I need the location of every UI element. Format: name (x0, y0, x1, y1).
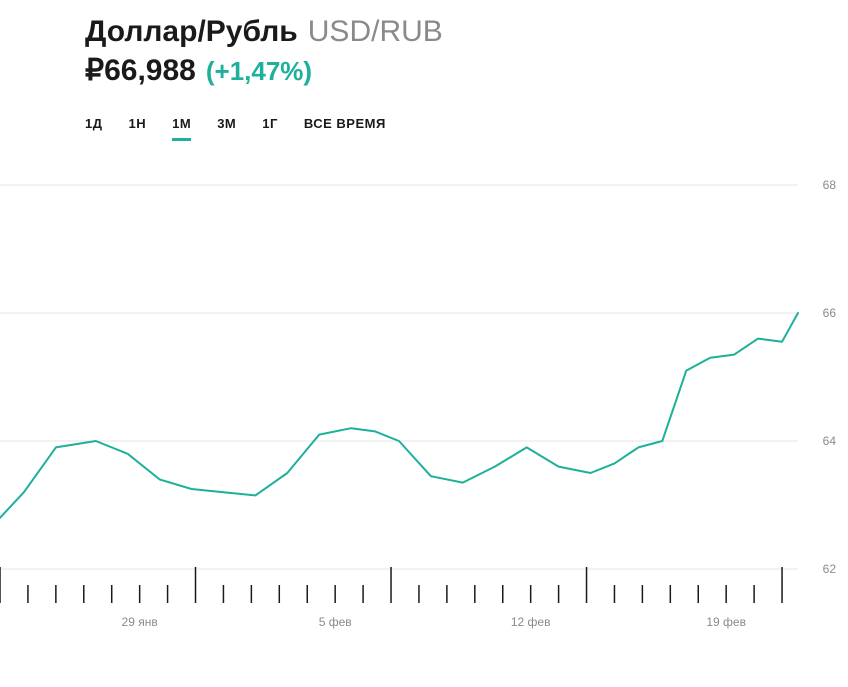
pair-name: Доллар/Рубль (85, 15, 298, 49)
range-tab-1М[interactable]: 1М (172, 116, 191, 139)
x-axis-label: 19 фев (706, 615, 746, 629)
title-row: Доллар/Рубль USD/RUB (85, 15, 848, 49)
price-value: ₽66,988 (85, 53, 196, 88)
price-chart-svg (0, 153, 848, 673)
y-axis-label: 62 (823, 562, 836, 576)
price-line (0, 313, 798, 518)
x-axis-label: 5 фев (319, 615, 352, 629)
range-tabs: 1Д 1Н 1М 3М 1Г ВСЕ ВРЕМЯ (85, 116, 848, 139)
x-axis-label: 12 фев (511, 615, 551, 629)
range-tab-1Н[interactable]: 1Н (129, 116, 147, 139)
range-tab-3М[interactable]: 3М (217, 116, 236, 139)
price-row: ₽66,988 (+1,47%) (85, 53, 848, 88)
chart-area: 62 64 66 68 29 янв 5 фев 12 фев 19 фев (0, 153, 848, 673)
pair-ticker: USD/RUB (308, 15, 443, 49)
y-axis-label: 66 (823, 306, 836, 320)
price-change: (+1,47%) (206, 56, 312, 87)
range-tab-ВСЕ ВРЕМЯ[interactable]: ВСЕ ВРЕМЯ (304, 116, 386, 139)
range-tab-1Д[interactable]: 1Д (85, 116, 103, 139)
x-axis-label: 29 янв (122, 615, 158, 629)
range-tab-1Г[interactable]: 1Г (262, 116, 278, 139)
y-axis-label: 68 (823, 178, 836, 192)
y-axis-label: 64 (823, 434, 836, 448)
